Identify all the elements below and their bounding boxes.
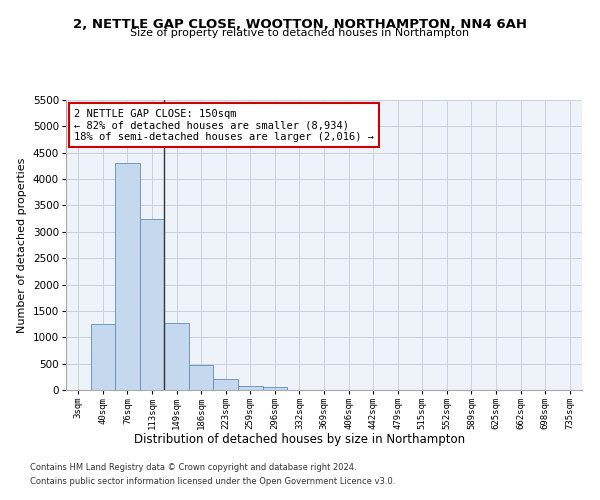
Bar bbox=[140, 218, 164, 390]
Bar bbox=[164, 322, 189, 390]
Bar bbox=[91, 324, 115, 390]
Bar bbox=[238, 386, 263, 390]
Bar bbox=[263, 387, 287, 390]
Text: 2, NETTLE GAP CLOSE, WOOTTON, NORTHAMPTON, NN4 6AH: 2, NETTLE GAP CLOSE, WOOTTON, NORTHAMPTO… bbox=[73, 18, 527, 30]
Text: Size of property relative to detached houses in Northampton: Size of property relative to detached ho… bbox=[130, 28, 470, 38]
Text: Contains HM Land Registry data © Crown copyright and database right 2024.: Contains HM Land Registry data © Crown c… bbox=[30, 464, 356, 472]
Text: Contains public sector information licensed under the Open Government Licence v3: Contains public sector information licen… bbox=[30, 477, 395, 486]
Bar bbox=[189, 364, 214, 390]
Text: 2 NETTLE GAP CLOSE: 150sqm
← 82% of detached houses are smaller (8,934)
18% of s: 2 NETTLE GAP CLOSE: 150sqm ← 82% of deta… bbox=[74, 108, 374, 142]
Bar bbox=[115, 164, 140, 390]
Text: Distribution of detached houses by size in Northampton: Distribution of detached houses by size … bbox=[134, 432, 466, 446]
Y-axis label: Number of detached properties: Number of detached properties bbox=[17, 158, 27, 332]
Bar bbox=[214, 380, 238, 390]
